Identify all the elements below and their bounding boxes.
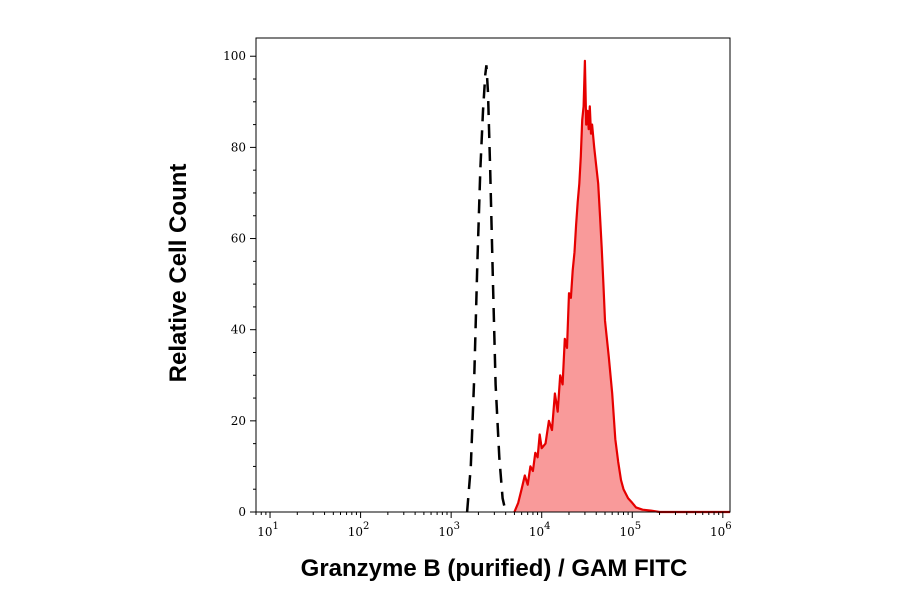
control-histogram-line xyxy=(465,65,507,513)
y-tick-label: 40 xyxy=(231,323,246,337)
plot-frame xyxy=(255,37,731,513)
x-tick-label: 105 xyxy=(619,521,641,539)
x-tick-label: 106 xyxy=(710,521,732,539)
sample-histogram-line xyxy=(513,59,730,514)
x-tick-label: 102 xyxy=(348,521,370,539)
y-tick-label: 0 xyxy=(238,505,246,519)
y-tick-label: 20 xyxy=(231,414,246,428)
y-tick-label: 100 xyxy=(223,49,246,63)
x-tick-label: 101 xyxy=(257,521,279,539)
x-tick-label: 104 xyxy=(529,521,551,539)
y-tick-label: 60 xyxy=(231,232,246,246)
axis-ticks: 0 20 40 60 80 100 101 102 103 104 105 106 xyxy=(223,49,732,539)
x-tick-label: 103 xyxy=(438,521,460,539)
plot-area xyxy=(465,59,730,514)
x-axis-title: Granzyme B (purified) / GAM FITC xyxy=(301,555,688,582)
sample-histogram-fill xyxy=(514,60,730,513)
y-tick-label: 80 xyxy=(231,140,246,154)
y-axis-title: Relative Cell Count xyxy=(165,164,192,383)
